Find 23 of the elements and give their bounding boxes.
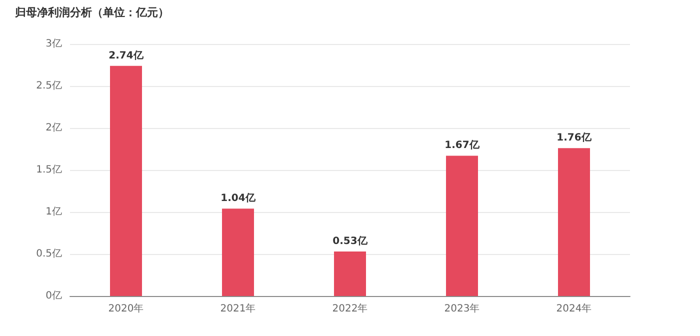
bar — [110, 66, 142, 296]
y-tick-label: 2.5亿 — [36, 80, 62, 92]
x-tick-label: 2022年 — [332, 302, 368, 314]
bar — [558, 148, 590, 296]
y-tick-label: 3亿 — [46, 38, 62, 50]
data-label: 1.76亿 — [556, 132, 592, 144]
y-tick-label: 0.5亿 — [36, 248, 62, 260]
y-tick-label: 1.5亿 — [36, 164, 62, 176]
data-label: 1.04亿 — [220, 192, 256, 204]
x-tick-label: 2023年 — [444, 302, 480, 314]
y-tick-label: 0亿 — [46, 290, 62, 302]
bar — [222, 208, 254, 296]
bar — [446, 156, 478, 296]
data-label: 1.67亿 — [444, 139, 480, 152]
x-tick-label: 2024年 — [556, 302, 592, 314]
y-tick-label: 1亿 — [46, 206, 62, 218]
chart-title: 归母净利润分析（单位：亿元） — [14, 6, 169, 19]
data-label: 0.53亿 — [332, 234, 368, 247]
x-tick-label: 2021年 — [220, 302, 256, 314]
bar — [334, 251, 366, 296]
y-tick-label: 2亿 — [46, 122, 62, 134]
x-tick-label: 2020年 — [108, 302, 144, 314]
data-label: 2.74亿 — [108, 49, 144, 62]
